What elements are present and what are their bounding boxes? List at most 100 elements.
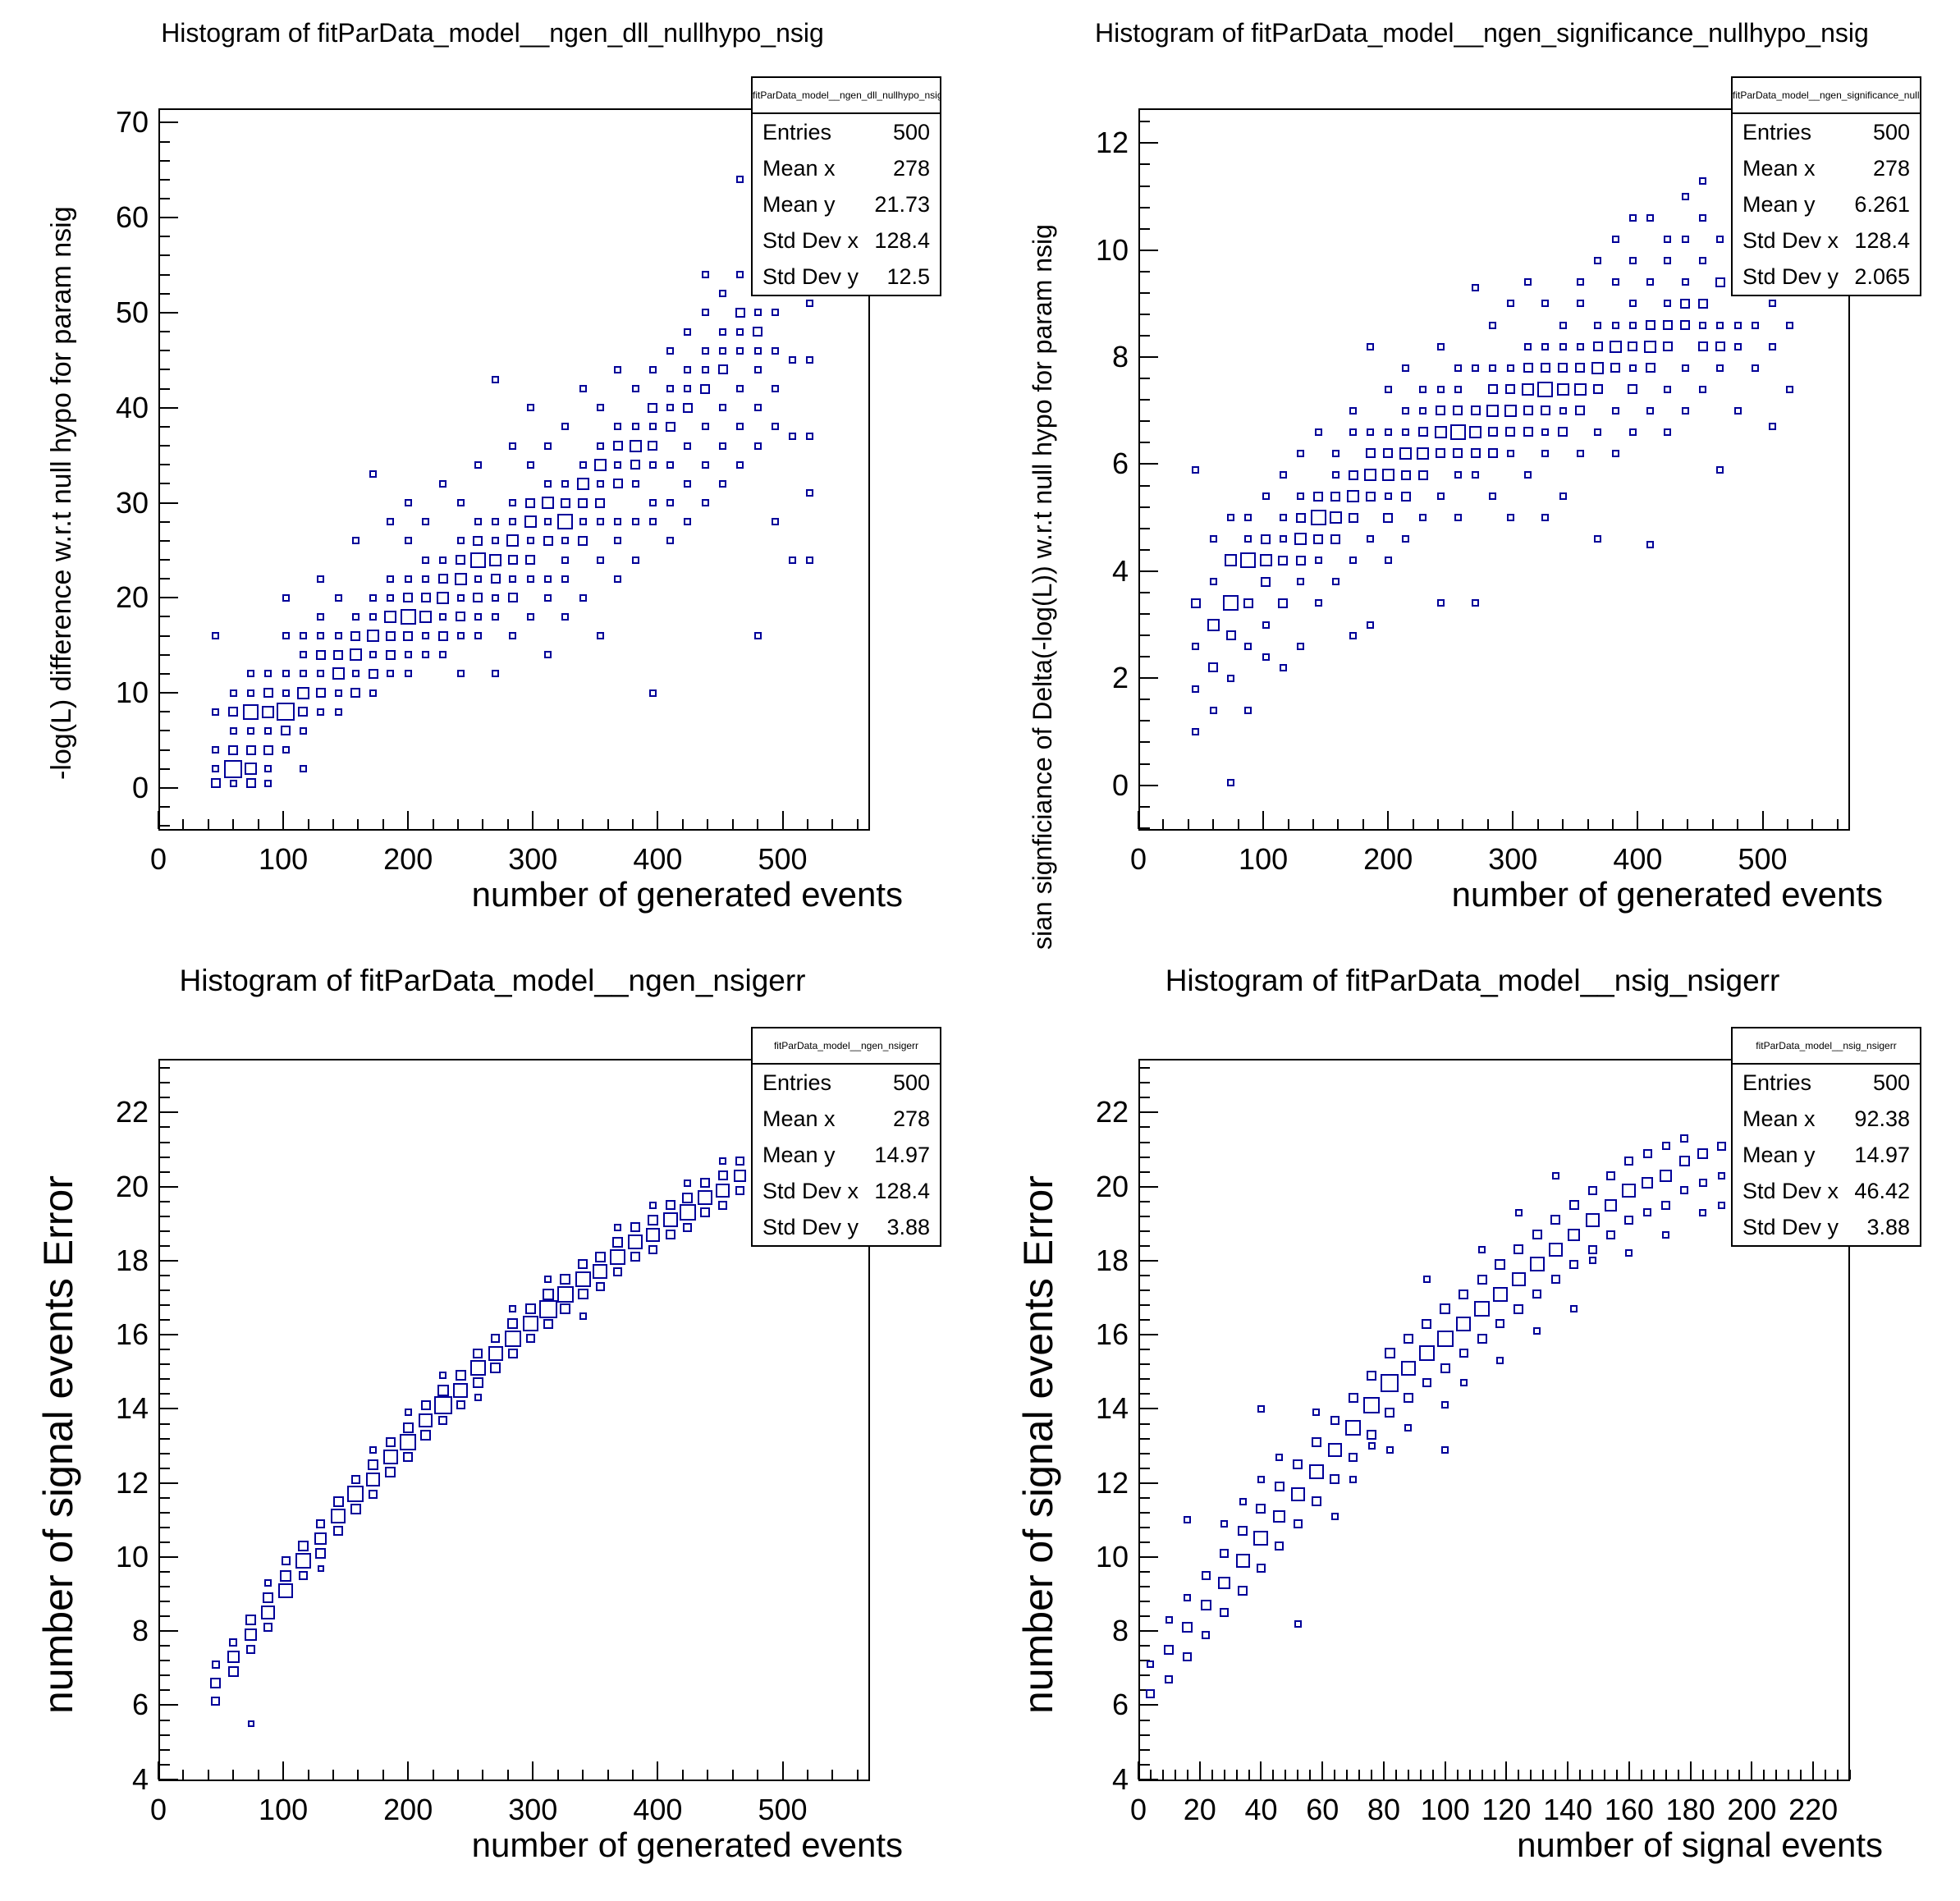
x-tick-label: 400 [633,842,683,876]
y-axis-tick [1140,677,1158,680]
histogram-bin-box [1402,364,1409,372]
histogram-bin-box [453,1383,468,1398]
panel-title: Histogram of fitParData_model__ngen_nsig… [179,964,806,997]
histogram-bin-box [369,1446,377,1454]
y-axis-tick [1140,784,1158,786]
y-tick-label: 30 [115,485,149,520]
histogram-bin-box [300,651,307,658]
histogram-bin-box [401,609,416,625]
y-tick-label: 20 [1095,1169,1129,1203]
x-axis-tick [781,1761,784,1780]
histogram-bin-box [317,670,324,677]
histogram-bin-box [560,1303,570,1314]
histogram-bin-box [1297,643,1304,650]
histogram-bin-box [507,1318,518,1329]
histogram-bin-box [684,1180,691,1187]
histogram-bin-box [1488,384,1498,394]
x-axis-tick [1444,1761,1446,1780]
histogram-bin-box [684,480,691,488]
histogram-bin-box [473,593,483,602]
y-axis-tick [160,1437,170,1440]
x-axis-tick [1312,819,1314,829]
histogram-bin-box [632,557,639,564]
y-axis-tick [160,292,170,295]
histogram-bin-box [1312,1437,1321,1447]
histogram-bin-box [1541,405,1550,415]
histogram-bin-box [1261,534,1271,544]
histogram-bin-box [561,557,569,564]
plot-area: 0 100 200 300 400 500 4 6 8 10 12 14 16 18 20 22 [0,950,980,1901]
x-axis-tick [1512,811,1514,829]
histogram-bin-box [684,385,691,392]
histogram-bin-box [1504,405,1517,417]
y-axis-tick [160,1185,178,1188]
y-axis-title: number of signal events Error [35,1175,81,1714]
histogram-bin-box [1312,1496,1321,1506]
histogram-bin-box [1533,1327,1541,1335]
y-axis-tick [160,1289,170,1292]
histogram-bin-box [369,669,378,679]
histogram-bin-box [1210,535,1217,543]
x-axis-tick [856,819,859,829]
y-tick-label: 4 [1111,553,1129,588]
histogram-bin-box [457,499,465,506]
histogram-bin-box [736,271,744,278]
y-axis-tick [160,425,170,428]
histogram-bin-box [736,176,744,183]
histogram-bin-box [298,1541,309,1551]
y-axis-tick [1140,1349,1150,1351]
x-axis-tick [1198,1761,1201,1780]
histogram-bin-box [1349,1393,1358,1403]
stats-row-std-dev-x: Std Dev x 128.4 [753,222,940,259]
histogram-bin-box [1612,322,1619,329]
y-axis-tick [1140,1763,1150,1766]
histogram-bin-box [317,632,324,639]
histogram-bin-box [405,499,412,506]
histogram-bin-box [264,727,272,735]
y-tick-label: 22 [1095,1095,1129,1129]
y-axis-tick [160,1378,170,1381]
y-axis-tick [1140,1645,1150,1647]
histogram-bin-box [525,555,535,565]
x-axis-tick [1579,1770,1582,1780]
x-axis-tick [1161,1770,1164,1780]
histogram-bin-box [1261,577,1271,587]
histogram-bin-box [422,651,429,658]
histogram-bin-box [632,423,639,430]
y-tick-label: 10 [1095,1539,1129,1573]
histogram-bin-box [1699,1179,1707,1187]
y-axis-tick [160,1704,178,1706]
y-axis-tick [160,749,170,751]
histogram-bin-box [1385,386,1392,393]
histogram-bin-box [230,780,237,787]
x-tick-label: 500 [1738,842,1788,876]
x-axis-tick [1714,1770,1716,1780]
stats-value: 500 [1872,1070,1910,1095]
histogram-bin-box [1386,1446,1394,1454]
y-axis-tick [160,1630,178,1633]
histogram-bin-box [350,631,360,641]
histogram-bin-box [282,1556,291,1565]
histogram-bin-box [1532,1289,1541,1299]
histogram-bin-box [561,498,570,508]
histogram-bin-box [632,480,639,488]
y-axis-tick [1140,1437,1150,1440]
histogram-bin-box [1507,450,1514,457]
y-tick-label: 12 [115,1465,149,1500]
histogram-bin-box [1680,320,1690,330]
x-axis-tick [657,811,659,829]
x-axis-tick [482,1770,484,1780]
y-axis-tick [1140,206,1150,208]
y-axis-tick [1140,548,1150,551]
histogram-bin-box [772,309,779,316]
stats-label: Std Dev x [762,1178,859,1203]
y-tick-label: 70 [115,105,149,140]
histogram-bin-box [230,689,237,697]
y-tick-label: 50 [115,295,149,329]
histogram-bin-box [405,575,412,583]
y-tick-label: 18 [1095,1243,1129,1277]
histogram-bin-box [264,765,272,772]
y-axis-tick [1140,399,1150,401]
histogram-bin-box [1296,556,1306,566]
histogram-bin-box [1612,278,1619,286]
